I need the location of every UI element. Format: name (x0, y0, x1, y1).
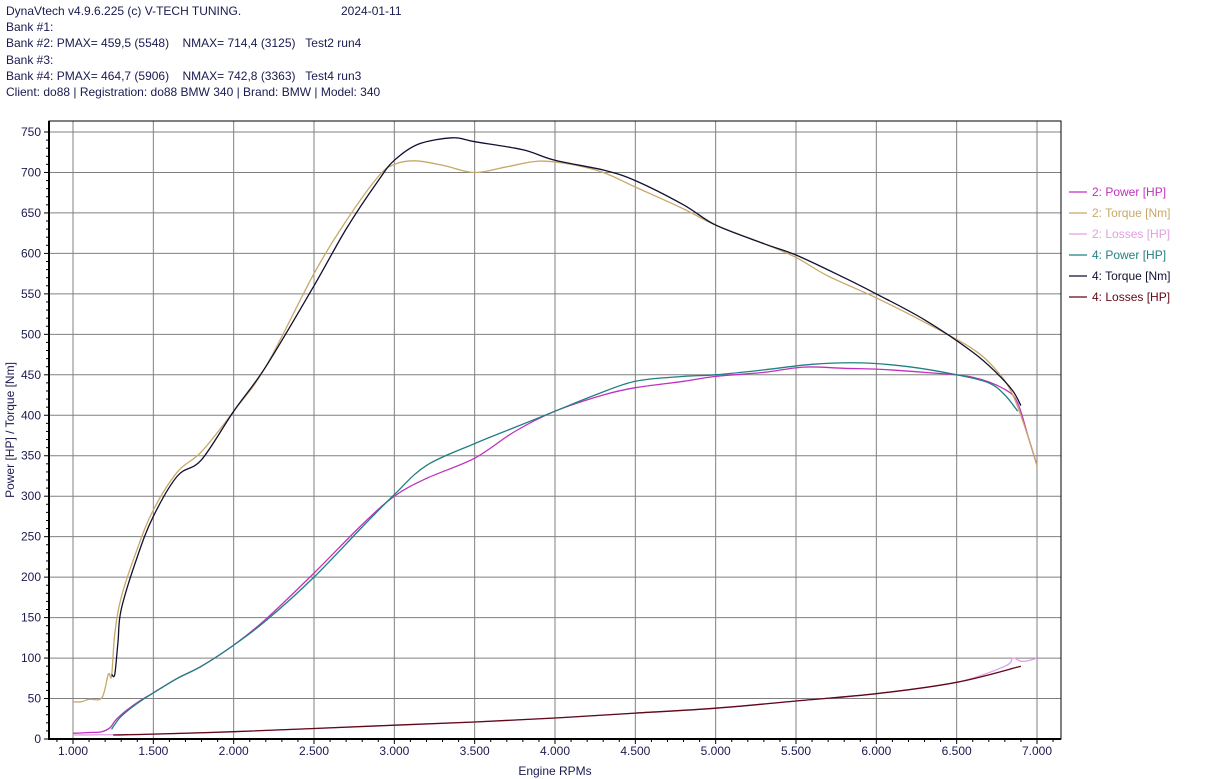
legend-item-label: 4: Torque [Nm] (1092, 269, 1170, 283)
y-axis-label: Power [HP] / Torque [Nm] (3, 362, 17, 498)
bank-2-summary: Bank #2: PMAX= 459,5 (5548) NMAX= 714,4 … (6, 36, 362, 51)
y-tick-label: 300 (21, 489, 41, 503)
bank-4-summary: Bank #4: PMAX= 464,7 (5906) NMAX= 742,8 … (6, 68, 362, 83)
y-tick-label: 600 (21, 246, 41, 260)
x-tick-label: 1.000 (58, 744, 88, 758)
app-title: DynaVtech v4.9.6.225 (c) V-TECH TUNING. (6, 4, 242, 18)
chart-header: DynaVtech v4.9.6.225 (c) V-TECH TUNING. 2… (6, 3, 402, 100)
series-line (113, 665, 1022, 736)
x-tick-label: 7.000 (1022, 744, 1052, 758)
y-tick-label: 250 (21, 530, 41, 544)
series-line (111, 362, 1019, 730)
bank-1-summary: Bank #1: (6, 20, 54, 35)
x-tick-label: 6.000 (861, 744, 891, 758)
bank-3-summary: Bank #3: (6, 52, 54, 67)
y-tick-label: 400 (21, 408, 41, 422)
y-tick-label: 200 (21, 570, 41, 584)
x-tick-label: 5.500 (781, 744, 811, 758)
x-tick-label: 2.500 (299, 744, 329, 758)
legend: 2: Power [HP] 2: Torque [Nm] 2: Losses [HP… (1069, 185, 1170, 304)
legend-item-label: 2: Losses [HP] (1092, 227, 1170, 241)
client-info: Client: do88 | Registration: do88 BMW 34… (6, 85, 381, 100)
test-date: 2024-01-11 (341, 4, 402, 18)
grid-lines (49, 121, 1061, 739)
y-tick-label: 0 (34, 732, 41, 746)
y-tick-label: 650 (21, 206, 41, 220)
legend-item-label: 2: Power [HP] (1092, 185, 1166, 199)
x-tick-label: 4.500 (620, 744, 650, 758)
x-tick-label: 5.000 (701, 744, 731, 758)
series-line (72, 366, 1038, 734)
x-tick-label: 3.500 (460, 744, 490, 758)
series-line (72, 160, 1038, 703)
x-tick-label: 6.500 (942, 744, 972, 758)
y-tick-label: 550 (21, 287, 41, 301)
x-tick-label: 4.000 (540, 744, 570, 758)
x-tick-label: 3.000 (379, 744, 409, 758)
y-tick-label: 500 (21, 327, 41, 341)
y-tick-label: 50 (28, 692, 42, 706)
series-line (110, 137, 1022, 678)
x-tick-label: 2.000 (219, 744, 249, 758)
legend-item-label: 4: Power [HP] (1092, 248, 1166, 262)
axis-ticks: 1.000 1.500 2.000 2.500 3.000 3.500 4.000 4.500… (21, 125, 1054, 758)
y-tick-label: 450 (21, 368, 41, 382)
plot-series (72, 137, 1038, 736)
y-tick-label: 700 (21, 165, 41, 179)
y-tick-label: 750 (21, 125, 41, 139)
y-tick-label: 100 (21, 651, 41, 665)
x-tick-label: 1.500 (138, 744, 168, 758)
legend-item-label: 2: Torque [Nm] (1092, 206, 1170, 220)
y-tick-label: 350 (21, 449, 41, 463)
y-tick-label: 150 (21, 611, 41, 625)
x-axis-label: Engine RPMs (518, 764, 591, 778)
legend-item-label: 4: Losses [HP] (1092, 290, 1170, 304)
